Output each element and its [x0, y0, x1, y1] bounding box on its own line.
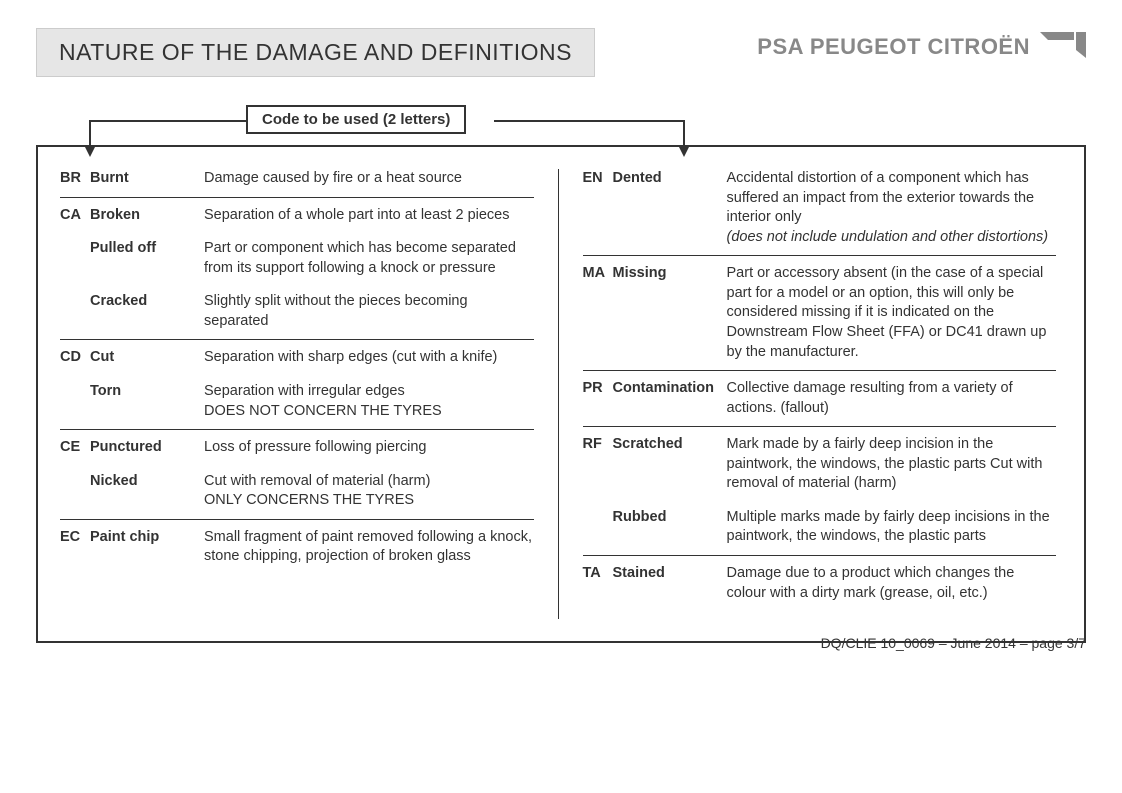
code-label: BR [60, 169, 86, 189]
definition-text: Separation of a whole part into at least… [204, 206, 534, 226]
code-label: RF [583, 435, 609, 494]
left-column: BRBurntDamage caused by fire or a heat s… [60, 169, 559, 619]
sub-term: Rubbed [613, 508, 723, 547]
definition-text: Collective damage resulting from a varie… [727, 379, 1057, 418]
code-label: PR [583, 379, 609, 418]
definition-text: Damage caused by fire or a heat source [204, 169, 534, 189]
sub-definition: Multiple marks made by fairly deep incis… [727, 508, 1057, 547]
sub-term: Pulled off [90, 239, 200, 278]
brand-logo: PSA PEUGEOT CITROËN [757, 32, 1086, 62]
code-label: MA [583, 264, 609, 362]
term-label: Dented [613, 169, 723, 247]
definition-text: Accidental distortion of a component whi… [727, 169, 1057, 247]
definition-entry: RFScratchedMark made by a fairly deep in… [583, 435, 1057, 556]
right-column: ENDentedAccidental distortion of a compo… [559, 169, 1057, 619]
definition-text: Loss of pressure following piercing [204, 438, 534, 458]
definition-entry: ECPaint chipSmall fragment of paint remo… [60, 528, 534, 575]
definition-text: Separation with sharp edges (cut with a … [204, 348, 534, 368]
term-label: Punctured [90, 438, 200, 458]
term-label: Contamination [613, 379, 723, 418]
footer-text: DQ/CLIE 10_0069 – June 2014 – page 3/7 [821, 635, 1086, 651]
sub-term: Cracked [90, 292, 200, 331]
brand-mark-icon [1040, 32, 1086, 62]
definition-entry: PRContaminationCollective damage resulti… [583, 379, 1057, 427]
sub-definition: Part or component which has become separ… [204, 239, 534, 278]
sub-term: Torn [90, 382, 200, 421]
definition-text: Small fragment of paint removed followin… [204, 528, 534, 567]
definition-entry: CEPuncturedLoss of pressure following pi… [60, 438, 534, 520]
brand-text: PSA PEUGEOT CITROËN [757, 34, 1030, 60]
code-label: CE [60, 438, 86, 458]
term-label: Cut [90, 348, 200, 368]
sub-definition: Separation with irregular edges DOES NOT… [204, 382, 534, 421]
page-title: NATURE OF THE DAMAGE AND DEFINITIONS [36, 28, 595, 77]
term-label: Broken [90, 206, 200, 226]
code-label: EC [60, 528, 86, 567]
code-label-box: Code to be used (2 letters) [246, 105, 466, 134]
code-label: EN [583, 169, 609, 247]
term-label: Scratched [613, 435, 723, 494]
term-label: Stained [613, 564, 723, 603]
definition-text: Mark made by a fairly deep incision in t… [727, 435, 1057, 494]
definition-entry: CABrokenSeparation of a whole part into … [60, 206, 534, 341]
definition-entry: TAStainedDamage due to a product which c… [583, 564, 1057, 611]
sub-term: Nicked [90, 472, 200, 511]
sub-definition: Cut with removal of material (harm) ONLY… [204, 472, 534, 511]
code-label: CA [60, 206, 86, 226]
term-label: Missing [613, 264, 723, 362]
definition-text: Damage due to a product which changes th… [727, 564, 1057, 603]
definition-italic: (does not include undulation and other d… [727, 229, 1049, 245]
definitions-box: BRBurntDamage caused by fire or a heat s… [36, 145, 1086, 643]
definition-entry: CDCutSeparation with sharp edges (cut wi… [60, 348, 534, 430]
definition-entry: ENDentedAccidental distortion of a compo… [583, 169, 1057, 256]
sub-definition: Slightly split without the pieces becomi… [204, 292, 534, 331]
definition-entry: MAMissingPart or accessory absent (in th… [583, 264, 1057, 371]
code-label: CD [60, 348, 86, 368]
code-label: TA [583, 564, 609, 603]
definition-text: Part or accessory absent (in the case of… [727, 264, 1057, 362]
term-label: Paint chip [90, 528, 200, 567]
term-label: Burnt [90, 169, 200, 189]
definition-entry: BRBurntDamage caused by fire or a heat s… [60, 169, 534, 198]
